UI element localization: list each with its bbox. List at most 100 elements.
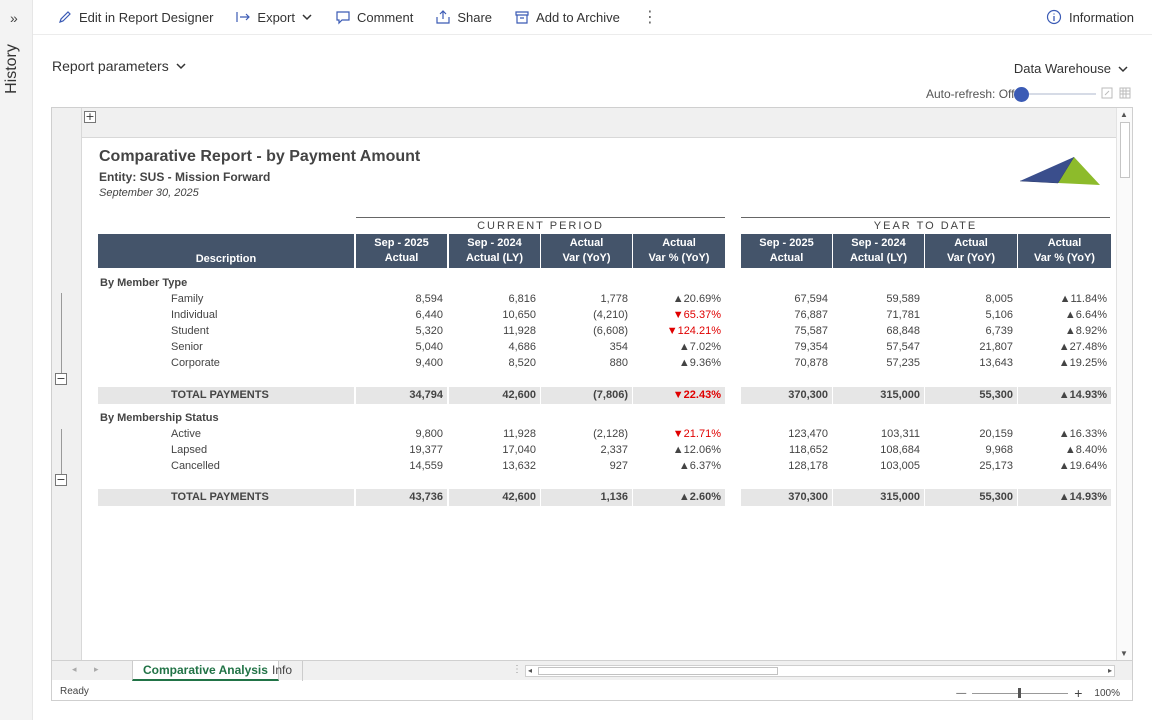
outline-header: [52, 108, 1116, 138]
splitter-icon[interactable]: ⋮: [512, 664, 522, 675]
export-icon: [236, 12, 251, 22]
column-header-line: Actual: [954, 237, 988, 249]
table-cell: 9,800: [415, 428, 443, 440]
comment-button[interactable]: Comment: [335, 9, 413, 25]
table-cell: ▲12.06%: [672, 444, 721, 456]
row-label: Lapsed: [171, 444, 208, 456]
table-cell: 370,300: [788, 389, 828, 401]
info-icon: [1046, 9, 1062, 25]
scroll-thumb[interactable]: [1120, 122, 1130, 178]
tab-scroll-right-icon[interactable]: ▸: [94, 664, 99, 674]
table-row: Student 5,320 11,928 (6,608) ▼124.21% 75,587 6…: [98, 323, 1112, 339]
scroll-down-icon[interactable]: ▼: [1120, 649, 1128, 658]
expand-all-icon[interactable]: +: [84, 110, 96, 123]
row-label: Senior: [171, 341, 203, 353]
row-label: Active: [171, 428, 201, 440]
table-cell: ▲8.40%: [1064, 444, 1107, 456]
table-cell: 42,600: [502, 389, 536, 401]
total-label: TOTAL PAYMENTS: [171, 389, 269, 401]
total-cell-background: [1018, 489, 1111, 506]
table-cell: ▲2.60%: [678, 491, 721, 503]
report-parameters-toggle[interactable]: Report parameters: [52, 58, 187, 74]
table-cell: ▼65.37%: [672, 309, 721, 321]
hscroll-thumb[interactable]: [538, 667, 778, 675]
table-cell: 8,520: [508, 357, 536, 369]
expand-icon[interactable]: [1101, 87, 1113, 99]
auto-refresh-slider[interactable]: [1014, 87, 1096, 102]
table-cell: 880: [609, 357, 628, 369]
table-cell: 6,440: [415, 309, 443, 321]
table-cell: 6,816: [508, 293, 536, 305]
column-header-line: Actual: [1047, 237, 1082, 249]
table-cell: ▼22.43%: [672, 389, 721, 401]
add-to-archive-button[interactable]: Add to Archive: [514, 9, 620, 25]
section-title: By Membership Status: [100, 412, 219, 424]
total-cell-background: [356, 387, 447, 404]
vertical-scrollbar[interactable]: ▲ ▼: [1116, 108, 1132, 660]
total-cell-background: [541, 489, 632, 506]
tab-comparative-analysis[interactable]: Comparative Analysis: [132, 661, 279, 681]
data-source-label: Data Warehouse: [1013, 61, 1111, 76]
collapse-group-icon[interactable]: −: [55, 473, 67, 486]
zoom-slider[interactable]: [972, 687, 1069, 698]
table-cell: 5,106: [985, 309, 1013, 321]
slider-knob[interactable]: [1014, 87, 1029, 102]
more-options-icon[interactable]: ⋮: [641, 9, 658, 26]
collapse-group-icon[interactable]: −: [55, 372, 67, 385]
table-cell: 1,136: [600, 491, 628, 503]
column-header-line: Actual: [384, 252, 419, 264]
horizontal-scrollbar[interactable]: ◂ ▸: [525, 665, 1115, 677]
zoom-knob[interactable]: [1018, 687, 1022, 698]
scroll-up-icon[interactable]: ▲: [1120, 110, 1128, 119]
column-header: Actual Var % (YoY): [633, 234, 725, 268]
table-cell: 927: [609, 460, 628, 472]
total-cell-background: [356, 489, 447, 506]
total-cell-background: [98, 387, 354, 404]
section-title: By Member Type: [100, 277, 188, 289]
scroll-right-icon[interactable]: ▸: [1107, 666, 1112, 675]
zoom-out-button[interactable]: —: [956, 687, 967, 699]
zoom-in-button[interactable]: +: [1074, 685, 1083, 701]
edit-in-designer-button[interactable]: Edit in Report Designer: [57, 9, 213, 25]
expand-panel-icon[interactable]: »: [10, 10, 18, 26]
table-cell: 9,400: [415, 357, 443, 369]
table-cell: ▲14.93%: [1058, 389, 1107, 401]
data-source-dropdown[interactable]: Data Warehouse: [1014, 61, 1129, 76]
table-cell: 43,736: [409, 491, 443, 503]
report-title: Comparative Report - by Payment Amount: [99, 148, 421, 165]
table-row: Family 8,594 6,816 1,778 ▲20.69% 67,594 59,589…: [98, 291, 1112, 307]
export-button[interactable]: Export: [235, 9, 313, 25]
current-period-header: CURRENT PERIOD: [356, 217, 725, 232]
scroll-left-icon[interactable]: ◂: [528, 666, 533, 675]
table-cell: (7,806): [593, 389, 628, 401]
zoom-control: — + 100%: [956, 685, 1120, 701]
table-cell: 70,878: [794, 357, 828, 369]
outline-bracket: [61, 293, 62, 375]
table-cell: 17,040: [502, 444, 536, 456]
share-button[interactable]: Share: [435, 9, 492, 25]
table-cell: 75,587: [794, 325, 828, 337]
column-header-line: Sep - 2025: [759, 237, 814, 249]
export-label: Export: [257, 9, 295, 25]
total-cell-background: [741, 387, 832, 404]
table-row: Individual 6,440 10,650 (4,210) ▼65.37% 76,88…: [98, 307, 1112, 323]
table-cell: 76,887: [794, 309, 828, 321]
row-label: Student: [171, 325, 209, 337]
total-cell-background: [98, 489, 354, 506]
column-header: Sep - 2024 Actual (LY): [833, 234, 924, 268]
information-button[interactable]: Information: [1046, 9, 1134, 25]
grid-view-icon[interactable]: [1119, 87, 1131, 99]
table-row: Corporate 9,400 8,520 880 ▲9.36% 70,878 57,235…: [98, 355, 1112, 371]
information-label: Information: [1068, 9, 1134, 25]
history-tab[interactable]: History: [3, 40, 27, 100]
tab-info[interactable]: Info: [262, 661, 304, 681]
column-header-line: Var % (YoY): [1034, 252, 1095, 264]
table-cell: 13,643: [979, 357, 1013, 369]
table-cell: 354: [609, 341, 628, 353]
table-cell: 11,928: [503, 325, 536, 337]
column-header-line: Var (YoY): [562, 252, 611, 264]
table-cell: ▲6.64%: [1064, 309, 1107, 321]
status-ready: Ready: [60, 686, 89, 697]
tab-scroll-left-icon[interactable]: ◂: [72, 664, 77, 674]
table-cell: 118,652: [789, 444, 828, 456]
